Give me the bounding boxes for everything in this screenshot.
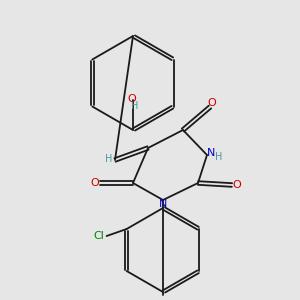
Text: O: O xyxy=(207,98,216,107)
Text: Cl: Cl xyxy=(93,231,104,241)
Text: O: O xyxy=(232,180,241,190)
Text: O: O xyxy=(90,178,99,188)
Text: O: O xyxy=(128,94,136,104)
Text: N: N xyxy=(159,199,167,208)
Text: N: N xyxy=(206,148,215,158)
Text: H: H xyxy=(215,152,223,162)
Text: H: H xyxy=(105,154,112,164)
Text: H: H xyxy=(131,101,138,111)
